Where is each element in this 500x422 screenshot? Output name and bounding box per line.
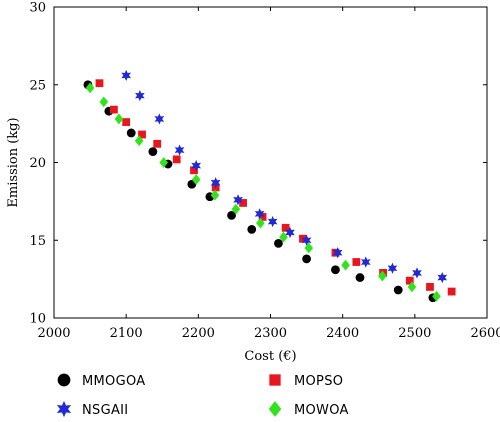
data-point-nsgaii bbox=[254, 208, 265, 220]
data-point-nsgaii bbox=[121, 69, 132, 82]
data-point-mowoa bbox=[231, 203, 241, 215]
data-point-nsgaii bbox=[387, 262, 398, 274]
data-point-nsgaii bbox=[332, 247, 343, 259]
data-point-mopso bbox=[138, 130, 146, 139]
data-point-mmogoa bbox=[126, 128, 136, 138]
data-point-mowoa bbox=[256, 217, 265, 229]
data-point-mopso bbox=[258, 213, 267, 221]
data-point-mowoa bbox=[191, 174, 201, 186]
data-point-nsgaii bbox=[267, 215, 278, 228]
legend-label-mowoa: MOWOA bbox=[294, 403, 349, 418]
data-point-mopso bbox=[190, 166, 198, 175]
data-point-mopso bbox=[239, 199, 247, 207]
y-tick-label: 30 bbox=[29, 1, 46, 16]
data-point-nsgaii bbox=[301, 234, 312, 246]
x-axis-title: Cost (€) bbox=[244, 349, 296, 364]
data-point-nsgaii bbox=[135, 90, 145, 102]
data-point-mopso bbox=[405, 276, 414, 285]
data-point-mmogoa bbox=[331, 265, 340, 275]
data-point-mmogoa bbox=[247, 224, 257, 234]
data-point-mmogoa bbox=[302, 254, 311, 264]
data-point-mmogoa bbox=[148, 147, 158, 157]
data-point-mowoa bbox=[114, 113, 124, 125]
data-point-mopso bbox=[95, 79, 104, 88]
data-point-mmogoa bbox=[393, 285, 403, 295]
data-point-mopso bbox=[352, 258, 361, 266]
x-tick-label: 2600 bbox=[470, 326, 500, 341]
data-point-mmogoa bbox=[274, 238, 283, 248]
data-point-mmogoa bbox=[227, 210, 236, 220]
legend-label-nsgaii: NSGAII bbox=[82, 403, 128, 418]
data-point-nsgaii bbox=[360, 256, 371, 268]
y-tick-label: 15 bbox=[29, 234, 46, 249]
legend: MMOGOA MOPSO NSGAII MOWOA bbox=[56, 373, 349, 418]
x-tick-label: 2500 bbox=[398, 326, 431, 341]
data-point-nsgaii bbox=[154, 113, 165, 125]
x-tick-label: 2100 bbox=[110, 326, 143, 341]
data-point-mowoa bbox=[159, 157, 168, 168]
data-point-nsgaii bbox=[285, 226, 295, 239]
data-point-nsgaii bbox=[412, 267, 422, 279]
data-point-mopso bbox=[447, 287, 456, 296]
data-point-mowoa bbox=[99, 96, 109, 108]
data-point-mopso bbox=[281, 223, 290, 232]
legend-marker-mowoa bbox=[268, 401, 282, 417]
y-tick-label: 20 bbox=[29, 156, 46, 171]
plot-frame bbox=[53, 6, 488, 319]
x-tick-label: 2400 bbox=[326, 326, 359, 341]
data-point-mowoa bbox=[134, 135, 144, 147]
data-point-mopso bbox=[153, 139, 162, 148]
data-point-nsgaii bbox=[210, 177, 221, 189]
data-point-mopso bbox=[109, 105, 118, 114]
data-point-nsgaii bbox=[233, 194, 243, 206]
legend-marker-mopso bbox=[269, 374, 281, 386]
data-point-mowoa bbox=[85, 82, 95, 94]
legend-label-mopso: MOPSO bbox=[294, 374, 343, 389]
x-tick-label: 2000 bbox=[37, 326, 70, 341]
data-point-mowoa bbox=[407, 281, 417, 293]
data-point-mowoa bbox=[304, 242, 314, 254]
y-tick-label: 10 bbox=[29, 312, 46, 327]
plot-area bbox=[83, 69, 456, 303]
data-point-nsgaii bbox=[174, 144, 185, 156]
data-point-mowoa bbox=[432, 290, 441, 302]
x-tick-label: 2200 bbox=[182, 326, 215, 341]
y-axis-title: Emission (kg) bbox=[6, 117, 21, 207]
data-point-mmogoa bbox=[355, 273, 365, 282]
legend-label-mmogoa: MMOGOA bbox=[82, 374, 145, 389]
data-point-mopso bbox=[122, 118, 131, 126]
legend-marker-mmogoa bbox=[57, 373, 71, 387]
x-tick-label: 2300 bbox=[254, 326, 287, 341]
data-point-nsgaii bbox=[437, 271, 448, 284]
data-point-mowoa bbox=[341, 259, 350, 271]
y-tick-label: 25 bbox=[29, 78, 46, 93]
axes: 2000 2100 2200 2300 2400 2500 2600 10 15 20 25 30 Co… bbox=[6, 1, 500, 365]
data-point-mopso bbox=[172, 155, 181, 164]
legend-marker-nsgaii bbox=[56, 400, 72, 418]
data-point-mowoa bbox=[210, 189, 220, 201]
data-point-mowoa bbox=[378, 270, 387, 282]
data-point-mowoa bbox=[279, 231, 288, 243]
data-point-nsgaii bbox=[191, 160, 202, 172]
data-point-mopso bbox=[426, 283, 434, 291]
